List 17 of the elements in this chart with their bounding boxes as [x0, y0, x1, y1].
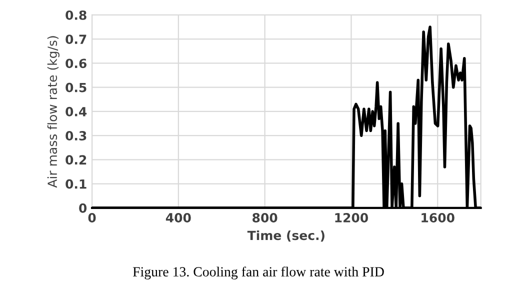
x-tick-label: 1200 — [335, 213, 368, 222]
y-tick-label: 0.3 — [66, 131, 86, 141]
x-tick-label: 0 — [88, 213, 96, 222]
y-tick-label: 0.4 — [66, 106, 87, 116]
x-axis-title: Time (sec.) — [247, 230, 324, 242]
y-tick-label: 0.1 — [66, 179, 86, 189]
y-tick-label: 0 — [79, 203, 87, 213]
y-axis-title: Air mass flow rate (kg/s) — [47, 36, 60, 188]
y-tick-label: 0.8 — [66, 10, 86, 20]
x-tick-label: 400 — [166, 213, 191, 222]
x-tick-label: 800 — [252, 213, 278, 222]
caption: Figure 13. Cooling fan air flow rate with PID — [132, 266, 384, 280]
x-tick-label: 1600 — [422, 213, 454, 222]
y-tick-label: 0.2 — [66, 155, 86, 165]
y-tick-label: 0.5 — [66, 82, 86, 92]
y-tick-label: 0.6 — [66, 58, 86, 68]
y-tick-label: 0.7 — [66, 34, 86, 44]
